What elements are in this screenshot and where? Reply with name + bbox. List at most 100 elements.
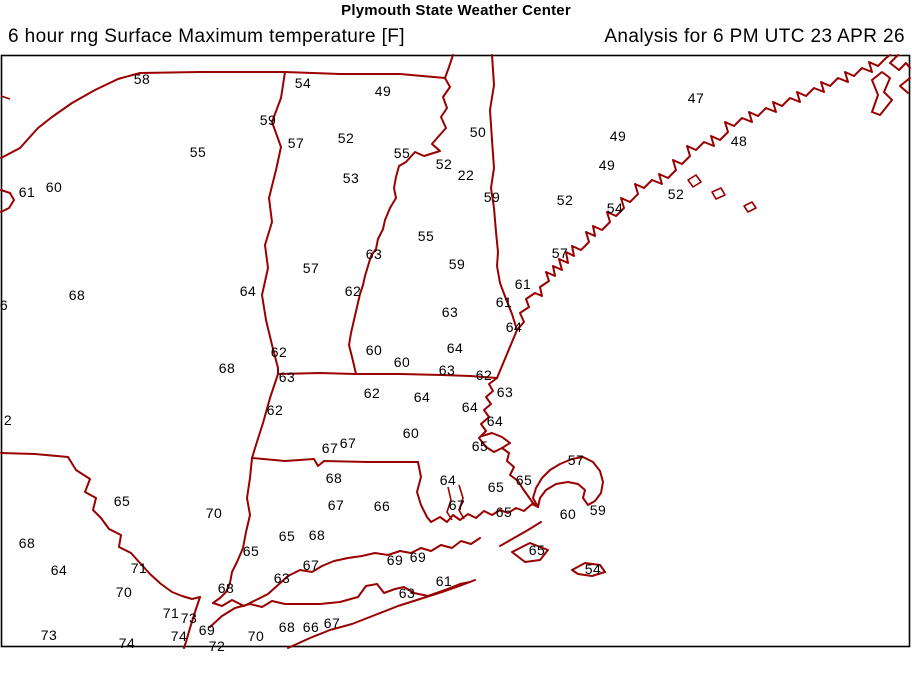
station-temp: 60 [366,342,383,358]
right-edge-coast-1 [889,54,911,71]
ct-ri-border [416,461,432,523]
station-temp: 66 [303,619,320,635]
maine-island-3 [743,201,757,213]
station-temp: 65 [516,472,533,488]
ma-ct-border [251,457,419,467]
ri-coastline [430,503,539,523]
station-temp: 62 [476,367,493,383]
station-temp: 68 [19,535,36,551]
downeast-island [871,71,893,116]
station-temp: 67 [449,497,466,513]
lake-champlain [0,189,15,213]
station-temp: 53 [343,170,360,186]
station-temp: 59 [449,256,466,272]
station-temp: 60 [394,354,411,370]
elizabeth-islands [499,521,542,547]
station-temp: 22 [458,167,475,183]
station-temp: 70 [248,628,265,644]
nh-me-border [489,54,518,331]
station-temp: 67 [324,615,341,631]
station-temp: 65 [114,493,131,509]
station-temp: 60 [46,179,63,195]
station-temp: 74 [119,635,136,651]
station-temp: 57 [552,245,569,261]
station-temp: 52 [338,130,355,146]
app-title: Plymouth State Weather Center [341,2,571,19]
station-temp: 74 [171,628,188,644]
station-temp: 66 [374,498,391,514]
station-temp: 72 [209,638,226,654]
station-temp: 63 [442,304,459,320]
nantucket [571,562,606,577]
ny-ct-border [212,457,253,604]
station-temp: 60 [403,425,420,441]
station-temp: 58 [134,71,151,87]
station-temp: 73 [41,627,58,643]
station-temp: 64 [447,340,464,356]
maine-island-2 [711,187,726,200]
station-temp: 55 [394,145,411,161]
station-temp: 64 [462,399,479,415]
station-temp: 61 [515,276,532,292]
station-temp: 62 [271,344,288,360]
station-temp: 65 [243,543,260,559]
station-temp: 49 [610,128,627,144]
station-temp: 65 [496,504,513,520]
marthas-vineyard [511,542,549,563]
station-temp: 71 [163,605,180,621]
station-temp: 64 [487,413,504,429]
plymouth-coastline [485,446,539,508]
long-island-south-shore [287,579,476,649]
station-temp: 2 [4,412,12,428]
station-temp: 49 [599,157,616,173]
station-temp: 69 [199,622,216,638]
station-temp: 73 [181,610,198,626]
ma-north-border [277,372,498,379]
station-temp: 60 [560,506,577,522]
station-temp: 69 [410,549,427,565]
station-temp: 57 [303,260,320,276]
station-temp: 52 [668,186,685,202]
ny-canada-border [0,72,141,159]
analysis-time-label: Analysis for 6 PM UTC 23 APR 26 [604,26,905,47]
station-temp: 52 [436,156,453,172]
ct-coastline [212,537,481,607]
canada-border [139,71,446,79]
station-temp: 64 [51,562,68,578]
station-temp: 63 [439,362,456,378]
maine-island-1 [687,174,702,188]
station-temp: 68 [309,527,326,543]
station-temp: 57 [568,452,585,468]
station-temp: 67 [340,435,357,451]
station-temp: 61 [436,573,453,589]
product-label: 6 hour rng Surface Maximum temperature [… [8,26,405,47]
station-temp: 67 [303,557,320,573]
station-temp: 54 [607,200,624,216]
station-temp: 64 [240,283,257,299]
station-labels: 58 54 49 47 59 50 49 52 48 57 55 55 52 49 22 53 60 61 52 59… [0,71,747,654]
station-temp: 57 [288,135,305,151]
station-temp: 63 [366,246,383,262]
station-temp: 6 [0,297,8,313]
ny-vt-border [261,71,286,375]
station-temp: 62 [364,385,381,401]
station-temp: 63 [274,570,291,586]
station-temp: 61 [496,294,513,310]
narragansett-bay-east [458,484,465,520]
station-temp: 70 [116,584,133,600]
station-temp: 65 [472,438,489,454]
right-edge-coast-2 [899,77,911,94]
station-temp: 68 [218,580,235,596]
station-temp: 63 [399,585,416,601]
st-lawrence-stub [0,95,11,100]
station-temp: 59 [590,502,607,518]
station-temp: 63 [279,369,296,385]
station-temp: 54 [295,75,312,91]
station-temp: 48 [731,133,748,149]
station-temp: 47 [688,90,705,106]
maine-coastline [516,54,891,331]
hudson-river [0,452,201,600]
station-temp: 59 [260,112,277,128]
station-temp: 65 [529,542,546,558]
